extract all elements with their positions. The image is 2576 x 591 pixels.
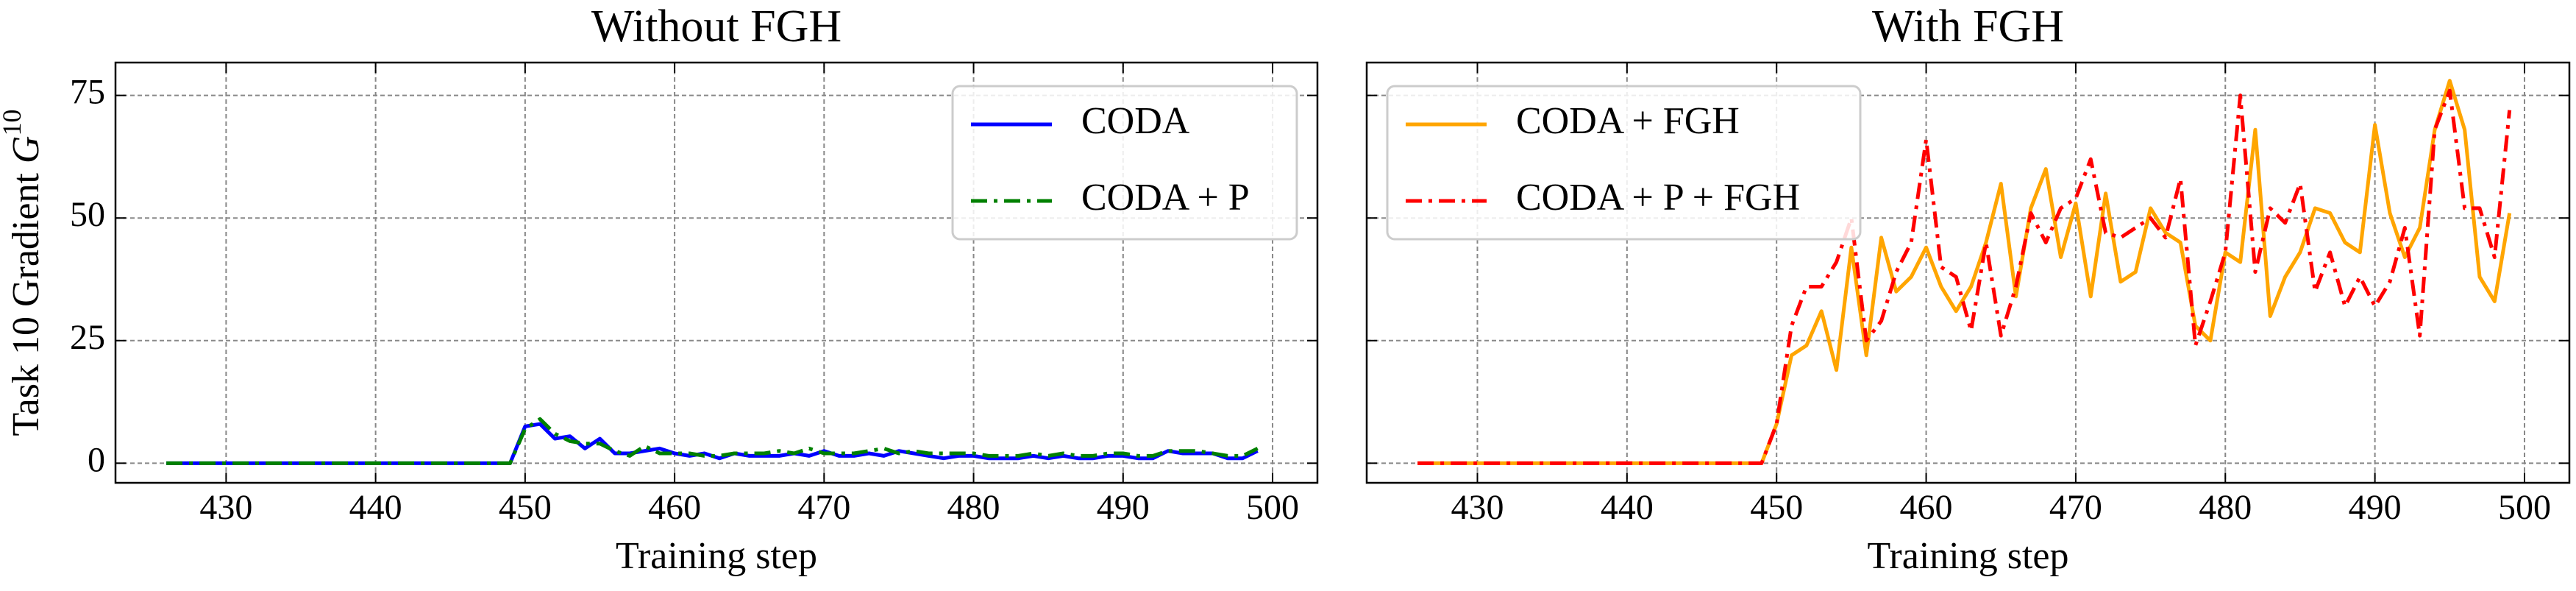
chart-title: Without FGH: [591, 1, 842, 52]
y-axis-label: Task 10 Gradient G10: [0, 110, 47, 436]
legend-label: CODA + FGH: [1516, 100, 1740, 142]
x-tick-label: 490: [2349, 488, 2402, 527]
series-line: [1417, 88, 2512, 465]
legend-label: CODA + P + FGH: [1516, 177, 1800, 219]
x-tick-label: 460: [648, 488, 701, 527]
legend-label: CODA + P: [1081, 177, 1250, 219]
y-tick-label: 0: [88, 440, 105, 479]
x-tick-label: 440: [349, 488, 402, 527]
x-axis-label: Training step: [616, 535, 817, 577]
legend-box: [1386, 85, 1862, 241]
legend-label: CODA: [1081, 100, 1190, 142]
x-tick-label: 500: [1246, 488, 1299, 527]
y-axis-label-sup: 10: [0, 110, 26, 136]
series-line: [166, 417, 1259, 465]
plot-area: [1417, 79, 2512, 465]
axes-frame: [114, 61, 1319, 484]
x-tick-label: 450: [1750, 488, 1803, 527]
x-tick-label: 440: [1601, 488, 1654, 527]
x-tick-label: 480: [947, 488, 1000, 527]
x-tick-label: 470: [2049, 488, 2102, 527]
y-tick-label: 50: [70, 195, 105, 234]
x-tick-label: 490: [1097, 488, 1150, 527]
plot-area: [166, 417, 1259, 465]
y-tick-label: 25: [70, 318, 105, 357]
axes-frame: [1365, 61, 2571, 484]
x-tick-label: 500: [2498, 488, 2551, 527]
y-tick-label: 75: [70, 73, 105, 112]
series-line: [1417, 79, 2512, 465]
x-axis-label: Training step: [1868, 535, 2069, 577]
x-tick-label: 430: [1451, 488, 1504, 527]
x-tick-label: 430: [199, 488, 252, 527]
x-tick-label: 480: [2199, 488, 2252, 527]
y-axis-label-text: Task 10 Gradient: [5, 163, 47, 436]
y-axis-label-symbol: G: [5, 136, 47, 164]
x-tick-label: 450: [499, 488, 552, 527]
x-tick-label: 470: [797, 488, 850, 527]
x-tick-label: 460: [1900, 488, 1953, 527]
chart-title: With FGH: [1872, 1, 2064, 52]
